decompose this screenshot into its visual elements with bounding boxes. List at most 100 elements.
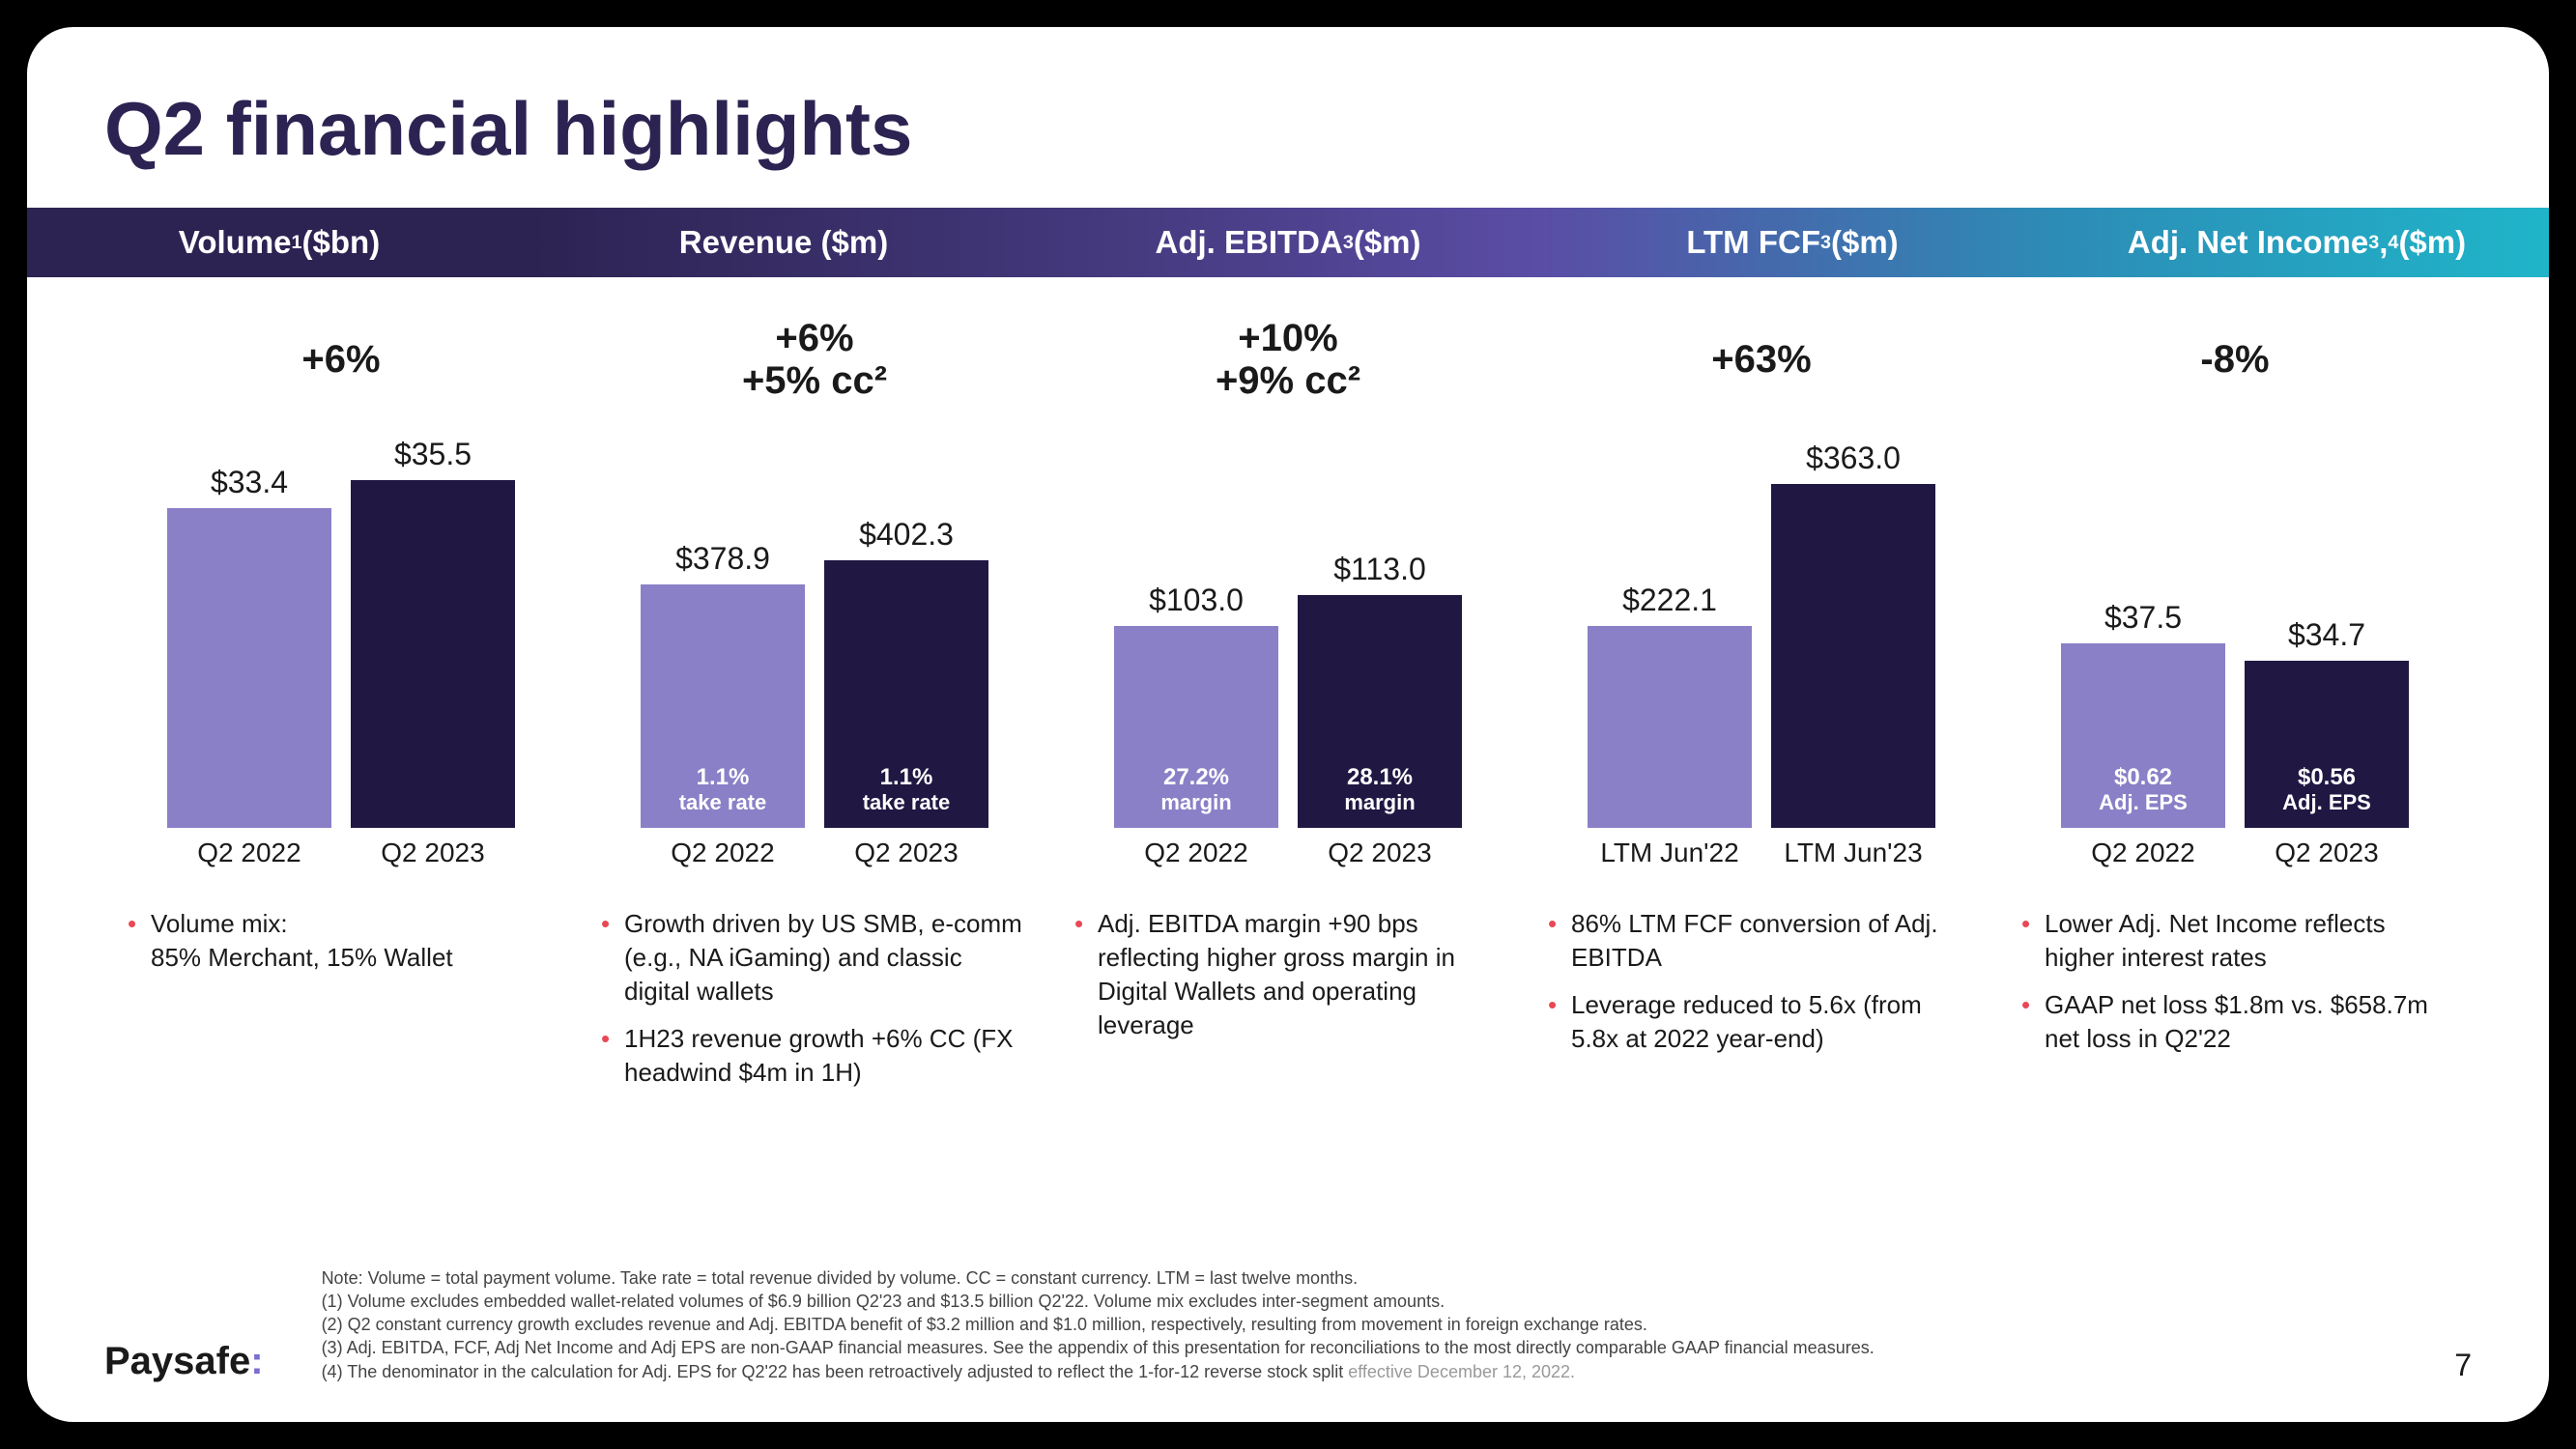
bullet-item: Growth driven by US SMB, e-comm (e.g., N… — [601, 907, 1028, 1009]
bar-chart: $378.91.1%take rate$402.31.1%take rate — [601, 422, 1028, 828]
axis-labels: Q2 2022 Q2 2023 — [1074, 838, 1502, 868]
bar-inner-label: Adj. EPS — [2099, 791, 2188, 814]
bar-wrap: $103.0 27.2%margin — [1114, 582, 1278, 828]
bar-wrap: $222.1 — [1588, 582, 1752, 828]
metric-column: +63%$222.1$363.0LTM Jun'22LTM Jun'2386% … — [1525, 277, 1998, 1247]
bar-value-label: $378.9 — [675, 541, 770, 577]
axis-label: Q2 2023 — [824, 838, 988, 868]
bullet-item: Leverage reduced to 5.6x (from 5.8x at 2… — [1548, 988, 1975, 1056]
footer: Paysafe: Note: Volume = total payment vo… — [104, 1247, 2472, 1383]
metric-column: +6% $33.4 $35.5 Q2 2022 Q2 2023 Volume mix:85… — [104, 277, 578, 1247]
bar-curr — [351, 480, 515, 828]
bar-inner-label: margin — [1160, 791, 1231, 814]
bar-value-label: $222.1 — [1622, 582, 1717, 618]
bar-inner-value: 27.2% — [1163, 765, 1229, 790]
bar-inner-value: 1.1% — [697, 765, 750, 790]
bar-wrap: $113.0 28.1%margin — [1298, 552, 1462, 828]
bar-value-label: $113.0 — [1333, 552, 1426, 587]
bar-curr — [1771, 484, 1935, 828]
growth-label: +10%+9% cc² — [1074, 306, 1502, 412]
bar-wrap: $34.7 $0.56Adj. EPS — [2245, 617, 2409, 828]
footnotes: Note: Volume = total payment volume. Tak… — [322, 1266, 2397, 1383]
metric-header: Adj. Net Income3,4 ($m) — [2045, 208, 2549, 277]
bar-curr: 1.1%take rate — [824, 560, 988, 828]
bar-value-label: $35.5 — [394, 437, 472, 472]
bar-wrap: $37.5 $0.62Adj. EPS — [2061, 600, 2225, 828]
note-intro: Note: Volume = total payment volume. Tak… — [322, 1266, 2397, 1290]
page-title: Q2 financial highlights — [104, 85, 2472, 173]
axis-label: LTM Jun'22 — [1588, 838, 1752, 868]
bar-wrap: $35.5 — [351, 437, 515, 828]
axis-label: Q2 2022 — [1114, 838, 1278, 868]
metrics-columns: +6% $33.4 $35.5 Q2 2022 Q2 2023 Volume mix:85… — [104, 277, 2472, 1247]
metric-header: Adj. EBITDA3 ($m) — [1036, 208, 1540, 277]
bar-value-label: $103.0 — [1149, 582, 1244, 618]
bar-inner-label: take rate — [679, 791, 767, 814]
bar-inner-value: 28.1% — [1347, 765, 1413, 790]
bar-chart: $103.027.2%margin$113.028.1%margin — [1074, 422, 1502, 828]
growth-label: +6% — [128, 306, 555, 412]
bullet-item: Lower Adj. Net Income reflects higher in… — [2021, 907, 2448, 975]
bar-prev: 27.2%margin — [1114, 626, 1278, 828]
bar-chart: $222.1 $363.0 — [1548, 422, 1975, 828]
axis-labels: Q2 2022 Q2 2023 — [601, 838, 1028, 868]
slide-container: Q2 financial highlights Volume1 ($bn)Rev… — [27, 27, 2549, 1422]
bar-wrap: $378.9 1.1%take rate — [641, 541, 805, 828]
metric-header: Volume1 ($bn) — [27, 208, 531, 277]
bar-prev: 1.1%take rate — [641, 584, 805, 828]
metric-column: +10%+9% cc²$103.027.2%margin$113.028.1%m… — [1051, 277, 1525, 1247]
bar-chart: $37.5$0.62Adj. EPS$34.7$0.56Adj. EPS — [2021, 422, 2448, 828]
bullet-list: Growth driven by US SMB, e-comm (e.g., N… — [601, 907, 1028, 1103]
bar-prev — [1588, 626, 1752, 828]
bullet-item: Adj. EBITDA margin +90 bps reflecting hi… — [1074, 907, 1502, 1042]
axis-label: Q2 2022 — [641, 838, 805, 868]
axis-labels: Q2 2022 Q2 2023 — [128, 838, 555, 868]
axis-label: Q2 2023 — [2245, 838, 2409, 868]
metric-header: Revenue ($m) — [531, 208, 1036, 277]
bar-inner-label: margin — [1344, 791, 1415, 814]
bar-chart: $33.4 $35.5 — [128, 422, 555, 828]
bar-curr: 28.1%margin — [1298, 595, 1462, 828]
axis-label: Q2 2022 — [2061, 838, 2225, 868]
bar-wrap: $33.4 — [167, 465, 331, 828]
metric-header: LTM FCF3 ($m) — [1540, 208, 2045, 277]
metrics-header-band: Volume1 ($bn)Revenue ($m)Adj. EBITDA3 ($… — [27, 208, 2549, 277]
bar-value-label: $363.0 — [1806, 440, 1901, 476]
bar-inner-value: 1.1% — [880, 765, 933, 790]
axis-label: Q2 2022 — [167, 838, 331, 868]
bar-curr: $0.56Adj. EPS — [2245, 661, 2409, 828]
bullet-list: Adj. EBITDA margin +90 bps reflecting hi… — [1074, 907, 1502, 1100]
bar-inner-value: $0.62 — [2114, 765, 2172, 790]
axis-label: Q2 2023 — [1298, 838, 1462, 868]
axis-label: Q2 2023 — [351, 838, 515, 868]
bar-value-label: $33.4 — [211, 465, 288, 500]
bar-inner-label: take rate — [863, 791, 951, 814]
bar-wrap: $402.31.1%take rate — [824, 517, 988, 828]
bar-inner-label: Adj. EPS — [2282, 791, 2371, 814]
bar-prev — [167, 508, 331, 828]
axis-labels: Q2 2022 Q2 2023 — [2021, 838, 2448, 868]
note-line: (1) Volume excludes embedded wallet-rela… — [322, 1290, 2397, 1313]
logo-text: Paysafe — [104, 1340, 250, 1382]
bullet-list: Volume mix:85% Merchant, 15% Wallet — [128, 907, 555, 1100]
logo-colon: : — [250, 1340, 263, 1382]
page-number: 7 — [2454, 1348, 2472, 1383]
metric-column: -8%$37.5$0.62Adj. EPS$34.7$0.56Adj. EPSQ… — [1998, 277, 2472, 1247]
metric-column: +6%+5% cc²$378.91.1%take rate$402.31.1%t… — [578, 277, 1051, 1247]
bullet-item: Volume mix:85% Merchant, 15% Wallet — [128, 907, 555, 975]
bar-wrap: $363.0 — [1771, 440, 1935, 828]
bullet-list: 86% LTM FCF conversion of Adj. EBITDA Lev… — [1548, 907, 1975, 1100]
bullet-list: Lower Adj. Net Income reflects higher in… — [2021, 907, 2448, 1100]
bar-value-label: $34.7 — [2288, 617, 2365, 653]
axis-labels: LTM Jun'22 LTM Jun'23 — [1548, 838, 1975, 868]
axis-label: LTM Jun'23 — [1771, 838, 1935, 868]
growth-label: -8% — [2021, 306, 2448, 412]
bullet-item: 86% LTM FCF conversion of Adj. EBITDA — [1548, 907, 1975, 975]
growth-label: +6%+5% cc² — [601, 306, 1028, 412]
bullet-item: 1H23 revenue growth +6% CC (FX headwind … — [601, 1022, 1028, 1090]
note-line: (4) The denominator in the calculation f… — [322, 1360, 2397, 1383]
bar-prev: $0.62Adj. EPS — [2061, 643, 2225, 828]
bar-inner-value: $0.56 — [2298, 765, 2356, 790]
bar-value-label: $37.5 — [2104, 600, 2182, 636]
bullet-item: GAAP net loss $1.8m vs. $658.7m net loss… — [2021, 988, 2448, 1056]
